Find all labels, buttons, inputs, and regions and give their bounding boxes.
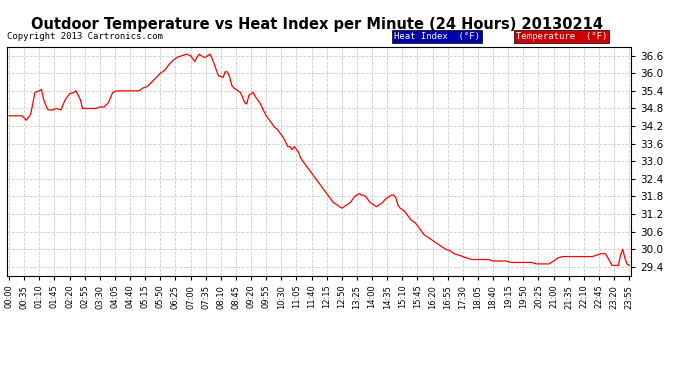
Text: Outdoor Temperature vs Heat Index per Minute (24 Hours) 20130214: Outdoor Temperature vs Heat Index per Mi… (32, 17, 603, 32)
Text: Copyright 2013 Cartronics.com: Copyright 2013 Cartronics.com (7, 32, 163, 41)
Text: Temperature  (°F): Temperature (°F) (516, 32, 607, 41)
Text: Heat Index  (°F): Heat Index (°F) (394, 32, 480, 41)
